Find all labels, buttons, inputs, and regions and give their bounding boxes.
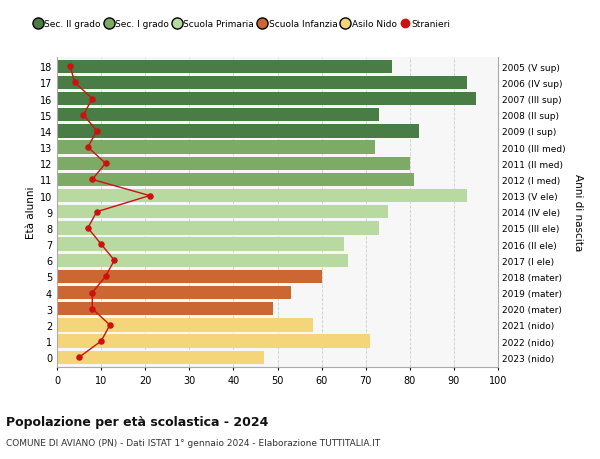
Text: Popolazione per età scolastica - 2024: Popolazione per età scolastica - 2024 <box>6 415 268 428</box>
Point <box>83 144 92 151</box>
Bar <box>57 286 291 300</box>
Bar <box>57 335 370 348</box>
Bar <box>57 61 392 74</box>
Point <box>101 160 110 168</box>
Bar <box>57 190 467 203</box>
Bar <box>57 238 344 251</box>
Point <box>88 176 97 184</box>
Bar <box>57 125 419 138</box>
Point <box>79 112 88 119</box>
Bar <box>57 141 374 154</box>
Point <box>145 192 154 200</box>
Point <box>88 95 97 103</box>
Bar <box>57 351 264 364</box>
Y-axis label: Anni di nascita: Anni di nascita <box>573 174 583 251</box>
Point <box>88 305 97 313</box>
Point <box>96 241 106 248</box>
Bar <box>57 319 313 332</box>
Point <box>70 79 79 87</box>
Text: COMUNE DI AVIANO (PN) - Dati ISTAT 1° gennaio 2024 - Elaborazione TUTTITALIA.IT: COMUNE DI AVIANO (PN) - Dati ISTAT 1° ge… <box>6 438 380 448</box>
Bar <box>57 77 467 90</box>
Point <box>101 273 110 280</box>
Bar <box>57 109 379 122</box>
Point <box>92 208 101 216</box>
Point <box>83 225 92 232</box>
Bar <box>57 206 388 219</box>
Point <box>105 322 115 329</box>
Point <box>74 354 84 361</box>
Bar <box>57 302 273 316</box>
Bar <box>57 222 379 235</box>
Bar <box>57 157 410 170</box>
Legend: Sec. II grado, Sec. I grado, Scuola Primaria, Scuola Infanzia, Asilo Nido, Stran: Sec. II grado, Sec. I grado, Scuola Prim… <box>32 18 452 31</box>
Bar <box>57 93 476 106</box>
Point <box>110 257 119 264</box>
Point <box>65 63 75 71</box>
Point <box>88 289 97 297</box>
Bar <box>57 174 414 187</box>
Point <box>92 128 101 135</box>
Y-axis label: Età alunni: Età alunni <box>26 186 35 239</box>
Bar <box>57 254 348 267</box>
Bar <box>57 270 322 284</box>
Point <box>96 338 106 345</box>
